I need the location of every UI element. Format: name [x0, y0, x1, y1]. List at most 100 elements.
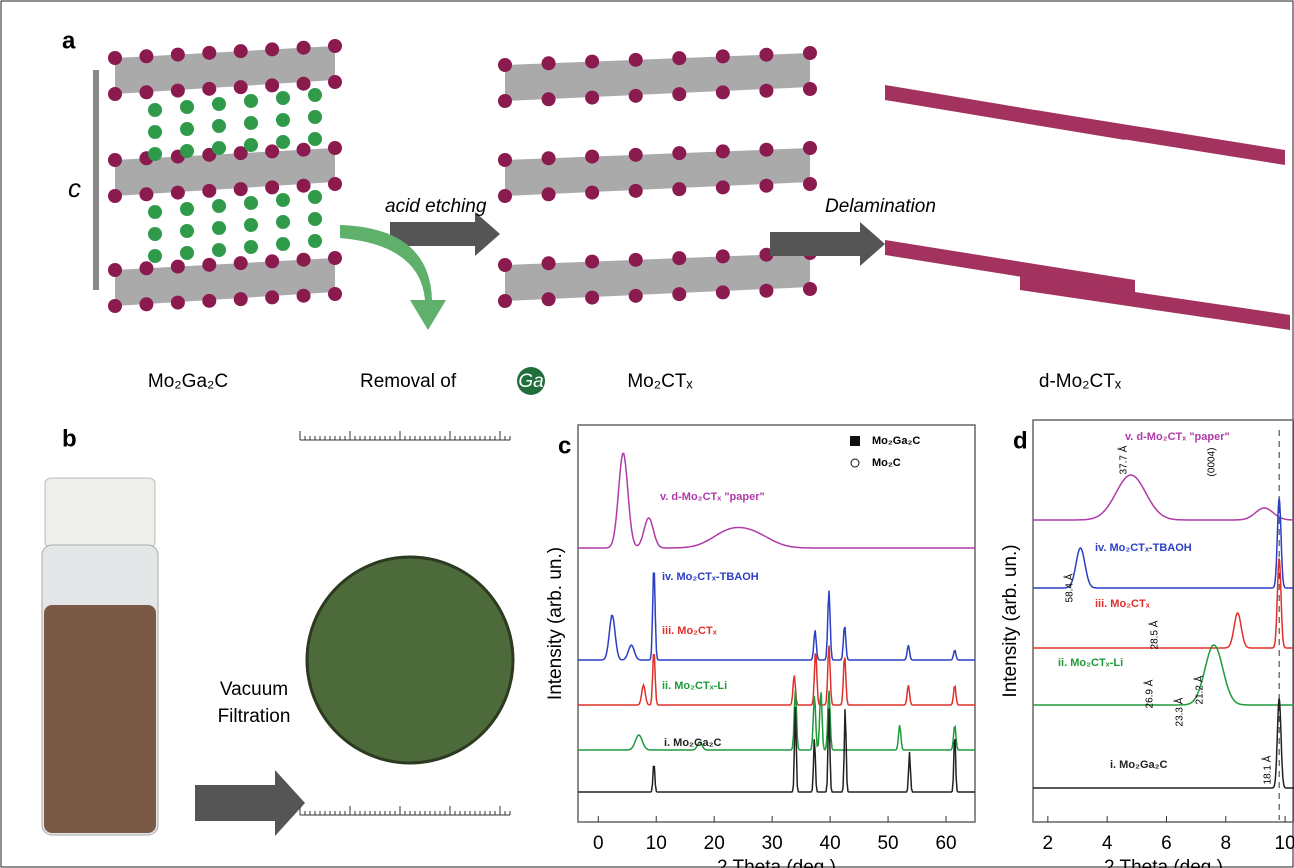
- atom: [541, 292, 556, 307]
- atom: [170, 295, 185, 310]
- atom: [541, 256, 556, 271]
- atom: [170, 185, 185, 200]
- ga-atom: [244, 218, 258, 232]
- x-tick-label: 2: [1043, 833, 1054, 854]
- sheet: [1035, 110, 1285, 165]
- atom: [233, 80, 248, 95]
- atom: [202, 81, 217, 96]
- atom: [498, 189, 512, 203]
- atom: [233, 146, 248, 161]
- liquid: [44, 605, 156, 833]
- atom: [202, 45, 217, 60]
- trace-label: ii. Mo₂CTₓ-Li: [1058, 657, 1123, 669]
- ga-atom: [180, 202, 194, 216]
- peak-annotation: 23.3 Å: [1173, 697, 1186, 726]
- slab: [115, 148, 335, 196]
- atom: [759, 178, 774, 193]
- atom: [715, 180, 730, 195]
- atom: [328, 75, 342, 89]
- atom: [541, 187, 556, 202]
- atom: [296, 40, 311, 55]
- ga-atom: [244, 138, 258, 152]
- atom: [715, 144, 730, 159]
- atom: [498, 94, 512, 108]
- atom: [498, 58, 512, 72]
- ga-atom: [180, 224, 194, 238]
- atom: [233, 256, 248, 271]
- atom: [139, 85, 154, 100]
- peak-annotation: 58.4 Å: [1063, 573, 1076, 602]
- atom: [541, 151, 556, 166]
- atom: [170, 83, 185, 98]
- atom: [672, 182, 687, 197]
- atom: [108, 189, 122, 203]
- atom: [803, 282, 817, 296]
- atom: [628, 288, 643, 303]
- atom: [759, 142, 774, 157]
- ga-badge: [517, 367, 545, 395]
- x-tick-label: 4: [1102, 833, 1113, 854]
- trace-label: v. d-Mo₂CTₓ "paper": [1125, 431, 1230, 443]
- atom: [803, 82, 817, 96]
- arrow: [390, 212, 500, 256]
- panel-label: c: [558, 432, 571, 459]
- ga-atom: [276, 215, 290, 229]
- peak-annotation: 37.7 Å: [1117, 445, 1130, 474]
- ga-atom: [276, 193, 290, 207]
- atom: [265, 42, 280, 57]
- x-tick-label: 10: [646, 833, 667, 854]
- legend-marker: [850, 436, 860, 446]
- ga-atom: [308, 190, 322, 204]
- slab: [505, 253, 810, 301]
- panel-label: d: [1013, 427, 1028, 454]
- atom: [328, 141, 342, 155]
- ga-atom: [308, 88, 322, 102]
- legend-label: Mo₂Ga₂C: [872, 435, 920, 447]
- y-axis-label: Intensity (arb. un.): [545, 547, 566, 700]
- xrd-trace: [1033, 698, 1294, 789]
- xrd-trace: [1033, 474, 1294, 521]
- atom: [541, 92, 556, 107]
- ga-atom: [212, 243, 226, 257]
- ga-atom: [244, 240, 258, 254]
- atom: [202, 147, 217, 162]
- atom: [108, 87, 122, 101]
- xrd-trace: [1033, 558, 1294, 649]
- ga-atom: [212, 119, 226, 133]
- x-tick-label: 0: [593, 833, 604, 854]
- ga-atom: [308, 234, 322, 248]
- atom: [585, 185, 600, 200]
- xrd-trace: [578, 572, 975, 661]
- arrow-label: Delamination: [825, 196, 936, 217]
- trace-label: i. Mo₂Ga₂C: [664, 737, 722, 749]
- atom: [139, 261, 154, 276]
- ga-atom: [308, 212, 322, 226]
- y-axis-label: Intensity (arb. un.): [1000, 544, 1021, 697]
- atom: [585, 90, 600, 105]
- ga-atom: [180, 100, 194, 114]
- atom: [108, 153, 122, 167]
- panel-label: a: [62, 27, 76, 54]
- peak-annotation: 28.5 Å: [1148, 620, 1161, 649]
- ga-atom: [276, 237, 290, 251]
- ga-atom: [308, 132, 322, 146]
- ga-atom: [276, 113, 290, 127]
- ga-atom: [276, 135, 290, 149]
- legend-marker: [850, 458, 860, 468]
- panel-label: b: [62, 425, 77, 452]
- ga-atom: [148, 147, 162, 161]
- atom: [759, 283, 774, 298]
- sheet: [1020, 275, 1290, 330]
- atom: [628, 147, 643, 162]
- atom: [628, 252, 643, 267]
- ga-atom: [244, 94, 258, 108]
- atom: [296, 142, 311, 157]
- atom: [328, 39, 342, 53]
- atom: [759, 83, 774, 98]
- ga-atom: [148, 249, 162, 263]
- trace-label: iv. Mo₂CTₓ-TBAOH: [662, 571, 759, 583]
- atom: [803, 177, 817, 191]
- caption: Ga: [518, 371, 543, 392]
- ga-atom: [148, 205, 162, 219]
